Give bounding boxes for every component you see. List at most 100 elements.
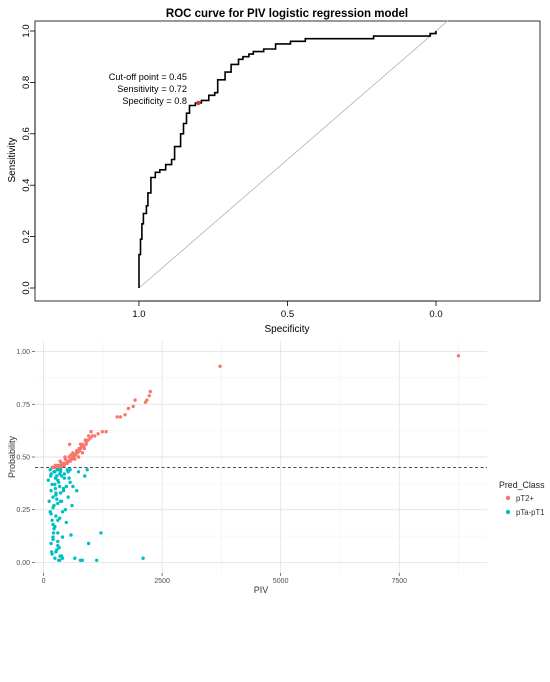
data-point-pta-pt1 (49, 541, 53, 546)
annotation-line: Cut-off point = 0.45 (109, 72, 187, 82)
data-point-pt2 (58, 459, 62, 463)
data-point-pta-pt1 (66, 495, 70, 499)
data-point-pta-pt1 (56, 531, 60, 535)
chart-title: ROC curve for PIV logistic regression mo… (166, 8, 408, 20)
data-point-pta-pt1 (53, 482, 57, 487)
data-point-pta-pt1 (50, 482, 54, 487)
data-point-pta-pt1 (62, 476, 67, 480)
data-point-pt2 (147, 394, 151, 398)
data-point-pta-pt1 (51, 535, 55, 539)
data-point-pt2 (123, 413, 127, 417)
data-point-pta-pt1 (75, 489, 79, 493)
data-point-pta-pt1 (53, 470, 57, 474)
x-axis-label: PIV (254, 585, 269, 595)
data-point-pt2 (456, 354, 461, 358)
data-point-pta-pt1 (53, 556, 57, 560)
y-tick-label: 1.0 (21, 24, 32, 37)
data-point-pta-pt1 (64, 520, 69, 525)
plot-frame (34, 20, 541, 302)
data-point-pta-pt1 (53, 476, 58, 480)
x-tick-label: 2500 (154, 578, 170, 585)
cutoff-annotation: Cut-off point = 0.45 Sensitivity = 0.72 … (109, 72, 187, 106)
y-tick-label: 0.8 (21, 76, 32, 89)
data-point-pta-pt1 (58, 554, 62, 558)
reference-diagonal (138, 20, 449, 289)
data-point-pta-pt1 (141, 556, 145, 560)
y-tick-label: 0.75 (16, 402, 30, 409)
data-point-pta-pt1 (49, 474, 53, 478)
x-tick-label: 7500 (391, 578, 407, 585)
data-point-pta-pt1 (61, 486, 66, 491)
legend-label: pTa-pT1 (516, 508, 545, 517)
data-point-pt2 (75, 449, 79, 453)
data-point-pt2 (104, 430, 108, 434)
data-point-pta-pt1 (48, 468, 52, 472)
data-point-pta-pt1 (62, 472, 67, 476)
data-point-pta-pt1 (51, 495, 55, 499)
data-point-pt2 (118, 415, 123, 419)
data-point-pta-pt1 (50, 518, 54, 522)
y-tick-label: 1.00 (16, 349, 30, 356)
data-point-pt2 (131, 404, 135, 409)
y-tick-label: 0.25 (16, 507, 30, 514)
data-point-pta-pt1 (55, 468, 59, 472)
data-point-pt2 (77, 446, 81, 451)
y-tick-label: 0.50 (16, 455, 30, 462)
data-point-pt2 (50, 465, 54, 470)
data-point-pta-pt1 (78, 558, 83, 562)
x-tick-label: 0 (42, 578, 46, 585)
y-tick-label: 0.4 (21, 179, 32, 192)
data-point-pt2 (82, 444, 86, 449)
data-point-pt2 (89, 430, 93, 434)
data-point-pta-pt1 (60, 535, 65, 539)
data-point-pta-pt1 (56, 518, 60, 522)
data-point-pta-pt1 (86, 541, 91, 546)
data-point-pta-pt1 (60, 510, 65, 514)
data-point-pta-pt1 (49, 512, 53, 516)
data-point-pt2 (73, 457, 77, 461)
roc-curve-line (138, 31, 437, 288)
legend: Pred_Class pT2+ pTa-pT1 (499, 480, 545, 517)
legend-key-pt2 (505, 495, 511, 501)
data-point-pta-pt1 (53, 524, 57, 529)
data-point-pta-pt1 (76, 470, 81, 474)
data-point-pta-pt1 (56, 539, 60, 544)
data-point-pta-pt1 (56, 478, 60, 482)
y-tick-label: 0.2 (21, 230, 32, 243)
data-point-pta-pt1 (46, 478, 50, 482)
data-point-pta-pt1 (83, 474, 87, 478)
data-point-pta-pt1 (67, 476, 71, 480)
data-point-pta-pt1 (56, 501, 60, 506)
data-point-pt2 (86, 434, 91, 438)
data-point-pta-pt1 (66, 470, 70, 474)
y-tick-label: 0.00 (16, 560, 30, 567)
data-point-pta-pt1 (49, 489, 53, 493)
data-point-pta-pt1 (63, 508, 68, 512)
x-axis-label: Specificity (264, 324, 309, 335)
y-tick-label: 0.6 (21, 127, 32, 140)
data-point-pt2 (115, 415, 119, 419)
data-point-pta-pt1 (95, 558, 99, 562)
annotation-line: Sensitivity = 0.72 (117, 84, 187, 94)
x-tick-label: 5000 (273, 578, 289, 585)
cutoff-point-marker (196, 100, 201, 106)
data-point-pta-pt1 (99, 531, 103, 535)
data-point-pt2 (100, 430, 105, 434)
data-point-pta-pt1 (53, 486, 58, 491)
legend-title: Pred_Class (499, 480, 545, 490)
data-point-pta-pt1 (69, 533, 73, 537)
data-point-pt2 (148, 389, 152, 394)
data-point-pt2 (84, 440, 88, 444)
data-point-pta-pt1 (47, 499, 51, 503)
annotation-line: Specificity = 0.8 (122, 96, 187, 106)
y-axis-label: Probability (7, 435, 17, 478)
data-point-pt2 (76, 455, 81, 459)
data-point-pta-pt1 (64, 484, 69, 489)
data-point-pt2 (63, 455, 67, 459)
data-point-pta-pt1 (54, 514, 58, 518)
data-point-pt2 (80, 451, 85, 455)
roc-chart: ROC curve for PIV logistic regression mo… (7, 8, 541, 335)
data-point-pta-pt1 (58, 558, 62, 562)
data-point-pta-pt1 (51, 531, 56, 535)
